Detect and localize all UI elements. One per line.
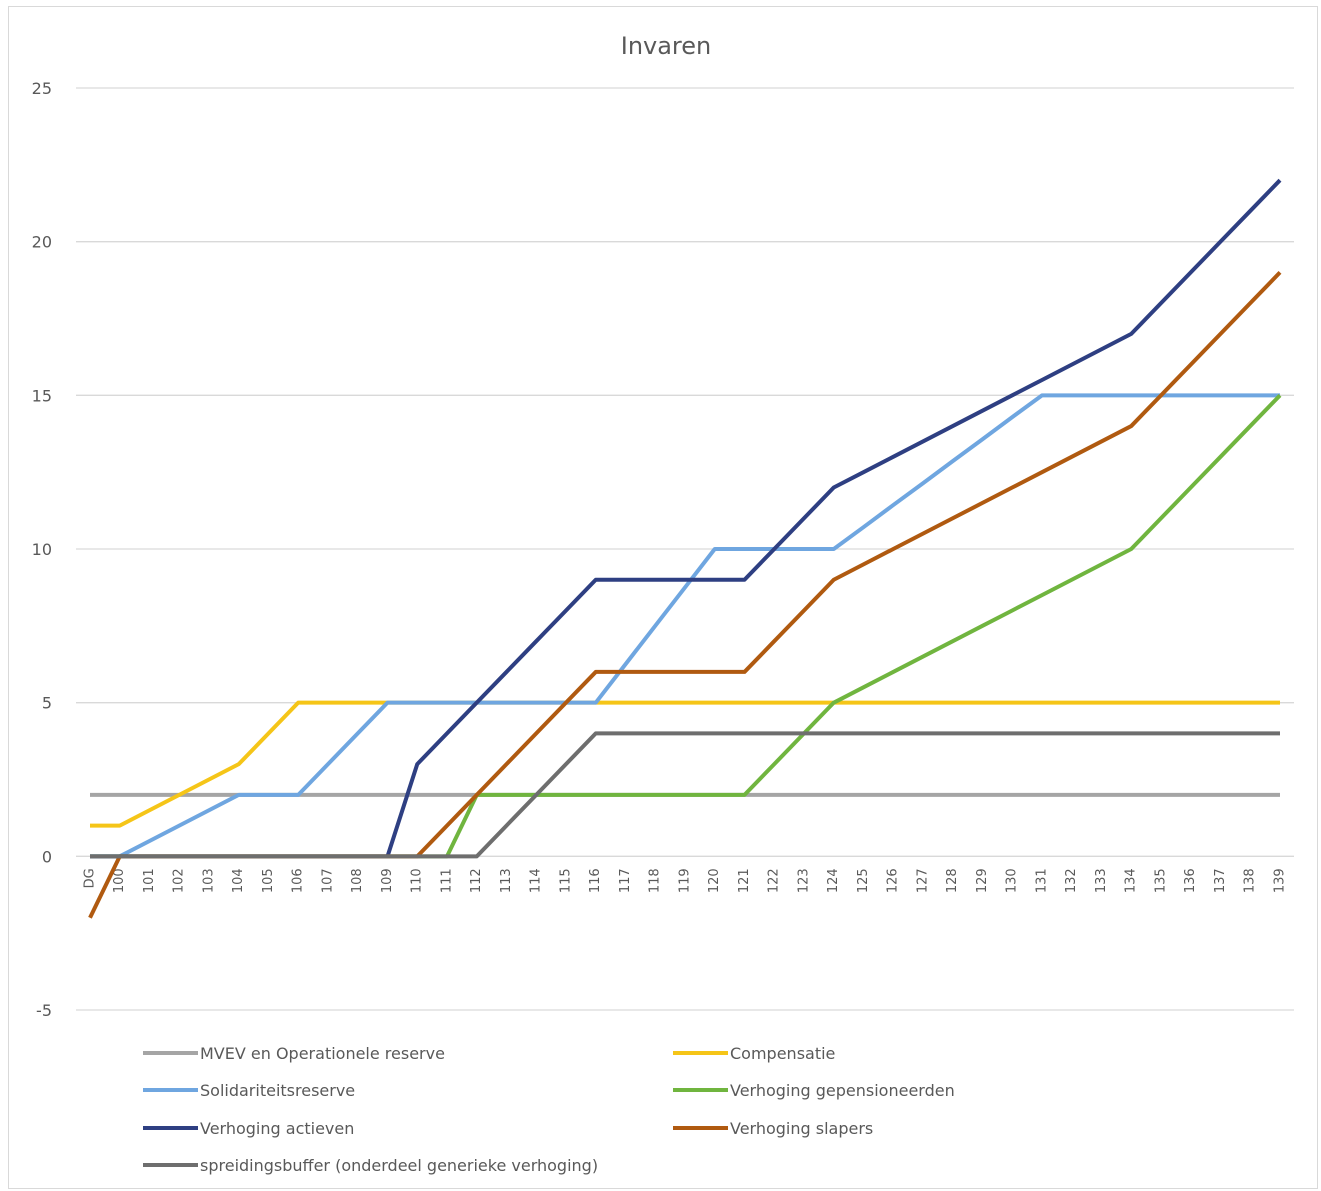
x-tick-label: 138 [1243,868,1258,893]
x-tick-label: 104 [231,868,246,893]
legend-label: spreidingsbuffer (onderdeel generieke ve… [200,1156,598,1175]
x-tick-label: 106 [291,868,306,893]
x-tick-label: 112 [469,868,484,893]
legend-item: spreidingsbuffer (onderdeel generieke ve… [143,1156,598,1175]
x-tick-label: 102 [172,868,187,893]
x-tick-label: 122 [767,868,782,893]
series-line [90,731,1280,859]
x-tick-label: 108 [350,868,365,893]
x-tick-label: 116 [588,868,603,893]
x-tick-label: 110 [410,868,425,893]
x-tick-label: 131 [1035,868,1050,893]
y-tick-label: 10 [32,540,52,559]
y-tick-label: 15 [32,386,52,405]
x-tick-label: 114 [529,868,544,893]
x-tick-label: 103 [202,868,217,893]
legend: MVEV en Operationele reserve Compensatie S… [143,1044,955,1175]
x-tick-label: 133 [1094,868,1109,893]
x-tick-label: 132 [1064,868,1079,893]
y-tick-label: 25 [32,79,52,98]
series-lines [88,178,1282,919]
x-tick-label: 124 [826,868,841,893]
legend-label: Verhoging slapers [730,1119,873,1138]
legend-label: Compensatie [730,1044,835,1063]
x-tick-label: 120 [707,868,722,893]
x-tick-label: 135 [1154,868,1169,893]
x-tick-label: DG [83,868,98,888]
x-tick-label: 137 [1213,868,1228,893]
series-line [90,393,1280,859]
x-tick-label: 139 [1273,868,1288,893]
x-tick-label: 111 [440,868,455,893]
x-tick-label: 118 [648,868,663,893]
x-tick-label: 107 [321,868,336,893]
legend-item: MVEV en Operationele reserve [143,1044,445,1063]
x-axis-ticks: DG 100 101 102 103 104 105 106 107 108 109 110 111 11… [83,868,1288,893]
y-tick-label: 20 [32,233,52,252]
x-tick-label: 130 [1005,868,1020,893]
y-axis-ticks: 25 20 15 10 5 0 -5 [32,79,52,1020]
x-tick-label: 117 [618,868,633,893]
x-tick-label: 105 [261,868,276,893]
series-line [90,700,1280,828]
series-line [90,178,1282,859]
x-tick-label: 126 [886,868,901,893]
series-line [90,393,1282,859]
legend-label: MVEV en Operationele reserve [200,1044,445,1063]
x-tick-label: 125 [856,868,871,893]
x-tick-label: 127 [916,868,931,893]
legend-item: Verhoging slapers [673,1119,873,1138]
x-tick-label: 101 [142,868,157,893]
x-tick-label: 119 [678,868,693,893]
legend-label: Solidariteitsreserve [200,1081,355,1100]
y-tick-label: 0 [42,847,52,866]
x-tick-label: 136 [1183,868,1198,893]
legend-label: Verhoging gepensioneerden [730,1081,955,1100]
legend-item: Verhoging gepensioneerden [673,1081,955,1100]
x-tick-label: 128 [945,868,960,893]
series-line [88,271,1282,919]
x-tick-label: 113 [499,868,514,893]
x-tick-label: 115 [559,868,574,893]
y-tick-label: -5 [36,1001,52,1020]
y-tick-label: 5 [42,694,52,713]
x-tick-label: 134 [1124,868,1139,893]
x-tick-label: 121 [737,868,752,893]
x-tick-label: 123 [797,868,812,893]
x-tick-label: 129 [975,868,990,893]
legend-label: Verhoging actieven [200,1119,354,1138]
legend-item: Verhoging actieven [143,1119,354,1138]
legend-item: Solidariteitsreserve [143,1081,355,1100]
chart-frame [8,6,1318,1189]
legend-item: Compensatie [673,1044,835,1063]
chart-title: Invaren [621,32,712,60]
x-tick-label: 109 [380,868,395,893]
x-tick-label: 100 [112,868,127,893]
